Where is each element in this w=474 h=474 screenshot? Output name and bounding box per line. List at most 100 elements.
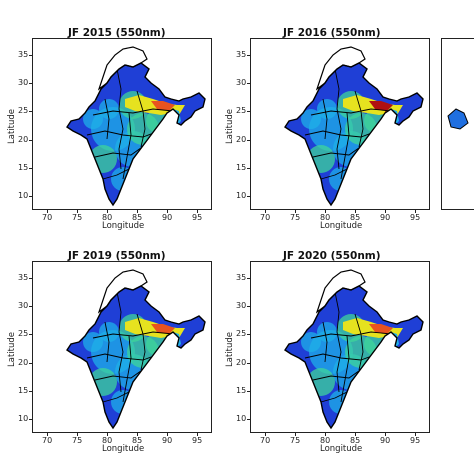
state-boundary: [320, 391, 348, 403]
state-boundary: [122, 335, 132, 403]
map-frame: [250, 261, 430, 433]
y-tick-mark: [29, 195, 32, 197]
state-boundary: [92, 331, 174, 339]
x-tick-mark: [385, 433, 386, 436]
state-boundary: [304, 353, 378, 361]
x-tick-label: 70: [42, 436, 53, 445]
partial-aod-map: [447, 108, 469, 130]
y-tick-mark: [247, 362, 250, 364]
panel-title: JF 2020 (550nm): [283, 250, 381, 262]
y-tick-label: 20: [236, 134, 247, 144]
aod-patch: [89, 368, 117, 396]
state-boundary: [354, 90, 364, 148]
y-tick-mark: [247, 334, 250, 336]
y-tick-label: 30: [18, 301, 29, 311]
y-tick-label: 25: [236, 106, 247, 116]
x-tick-label: 95: [192, 436, 203, 445]
x-tick-label: 80: [320, 436, 331, 445]
state-boundary: [94, 144, 146, 158]
state-boundary: [310, 331, 392, 339]
state-boundary: [92, 108, 174, 116]
state-boundary: [340, 335, 350, 403]
y-tick-mark: [247, 418, 250, 420]
region-max: [151, 101, 175, 111]
y-tick-label: 35: [236, 272, 247, 282]
y-tick-mark: [247, 54, 250, 56]
state-boundary: [116, 291, 124, 393]
x-tick-label: 70: [42, 213, 53, 222]
y-tick-mark: [247, 111, 250, 113]
country-outline: [284, 62, 424, 207]
x-tick-mark: [325, 210, 326, 213]
x-tick-mark: [265, 433, 266, 436]
country-outline: [66, 285, 206, 430]
y-tick-label: 10: [18, 190, 29, 200]
x-tick-mark: [47, 210, 48, 213]
y-tick-label: 15: [18, 385, 29, 395]
x-tick-mark: [415, 210, 416, 213]
y-tick-label: 30: [18, 78, 29, 88]
partial-map-frame: [441, 38, 474, 210]
x-tick-label: 75: [72, 436, 83, 445]
state-boundary: [334, 68, 342, 170]
state-boundary: [86, 130, 160, 138]
y-tick-label: 30: [236, 301, 247, 311]
x-tick-label: 85: [350, 213, 361, 222]
x-tick-mark: [167, 210, 168, 213]
x-tick-mark: [325, 433, 326, 436]
x-tick-mark: [265, 210, 266, 213]
y-axis-label: Latitude: [225, 332, 235, 367]
state-boundary: [322, 321, 328, 363]
y-tick-label: 10: [18, 413, 29, 423]
state-boundary: [94, 367, 146, 381]
y-tick-label: 25: [236, 329, 247, 339]
x-tick-mark: [167, 433, 168, 436]
x-tick-mark: [295, 433, 296, 436]
aod-map: [284, 269, 424, 430]
x-tick-mark: [47, 433, 48, 436]
x-tick-label: 95: [410, 213, 421, 222]
state-boundary: [312, 367, 364, 381]
state-boundary: [354, 313, 364, 371]
y-tick-mark: [29, 54, 32, 56]
state-boundary: [104, 98, 110, 140]
state-boundary: [102, 391, 130, 403]
x-tick-label: 90: [380, 213, 391, 222]
y-tick-label: 30: [236, 78, 247, 88]
y-tick-mark: [247, 83, 250, 85]
state-boundary: [136, 90, 146, 148]
x-axis-label: Longitude: [320, 221, 363, 231]
state-boundary: [136, 313, 146, 371]
x-tick-mark: [355, 210, 356, 213]
x-tick-mark: [197, 433, 198, 436]
x-tick-label: 70: [260, 213, 271, 222]
aod-patch: [307, 145, 335, 173]
x-tick-label: 85: [132, 213, 143, 222]
y-tick-label: 15: [236, 162, 247, 172]
x-tick-label: 80: [102, 213, 113, 222]
panel-title: JF 2019 (550nm): [68, 250, 166, 262]
state-boundary: [104, 321, 110, 363]
state-boundary: [320, 168, 348, 180]
y-tick-label: 20: [18, 134, 29, 144]
aod-map: [284, 46, 424, 207]
y-tick-mark: [29, 167, 32, 169]
x-axis-label: Longitude: [102, 444, 145, 454]
state-boundary: [310, 108, 392, 116]
state-boundary: [304, 130, 378, 138]
aod-patch: [99, 99, 119, 119]
x-tick-mark: [385, 210, 386, 213]
state-boundary: [122, 112, 132, 180]
y-tick-label: 15: [236, 385, 247, 395]
x-tick-label: 90: [162, 213, 173, 222]
y-tick-mark: [29, 334, 32, 336]
y-tick-mark: [29, 418, 32, 420]
x-tick-label: 80: [320, 213, 331, 222]
y-tick-mark: [247, 167, 250, 169]
state-boundary: [334, 291, 342, 393]
state-boundary: [312, 144, 364, 158]
state-boundary: [86, 353, 160, 361]
aod-patch: [99, 322, 119, 342]
y-tick-label: 25: [18, 329, 29, 339]
state-boundary: [116, 68, 124, 170]
